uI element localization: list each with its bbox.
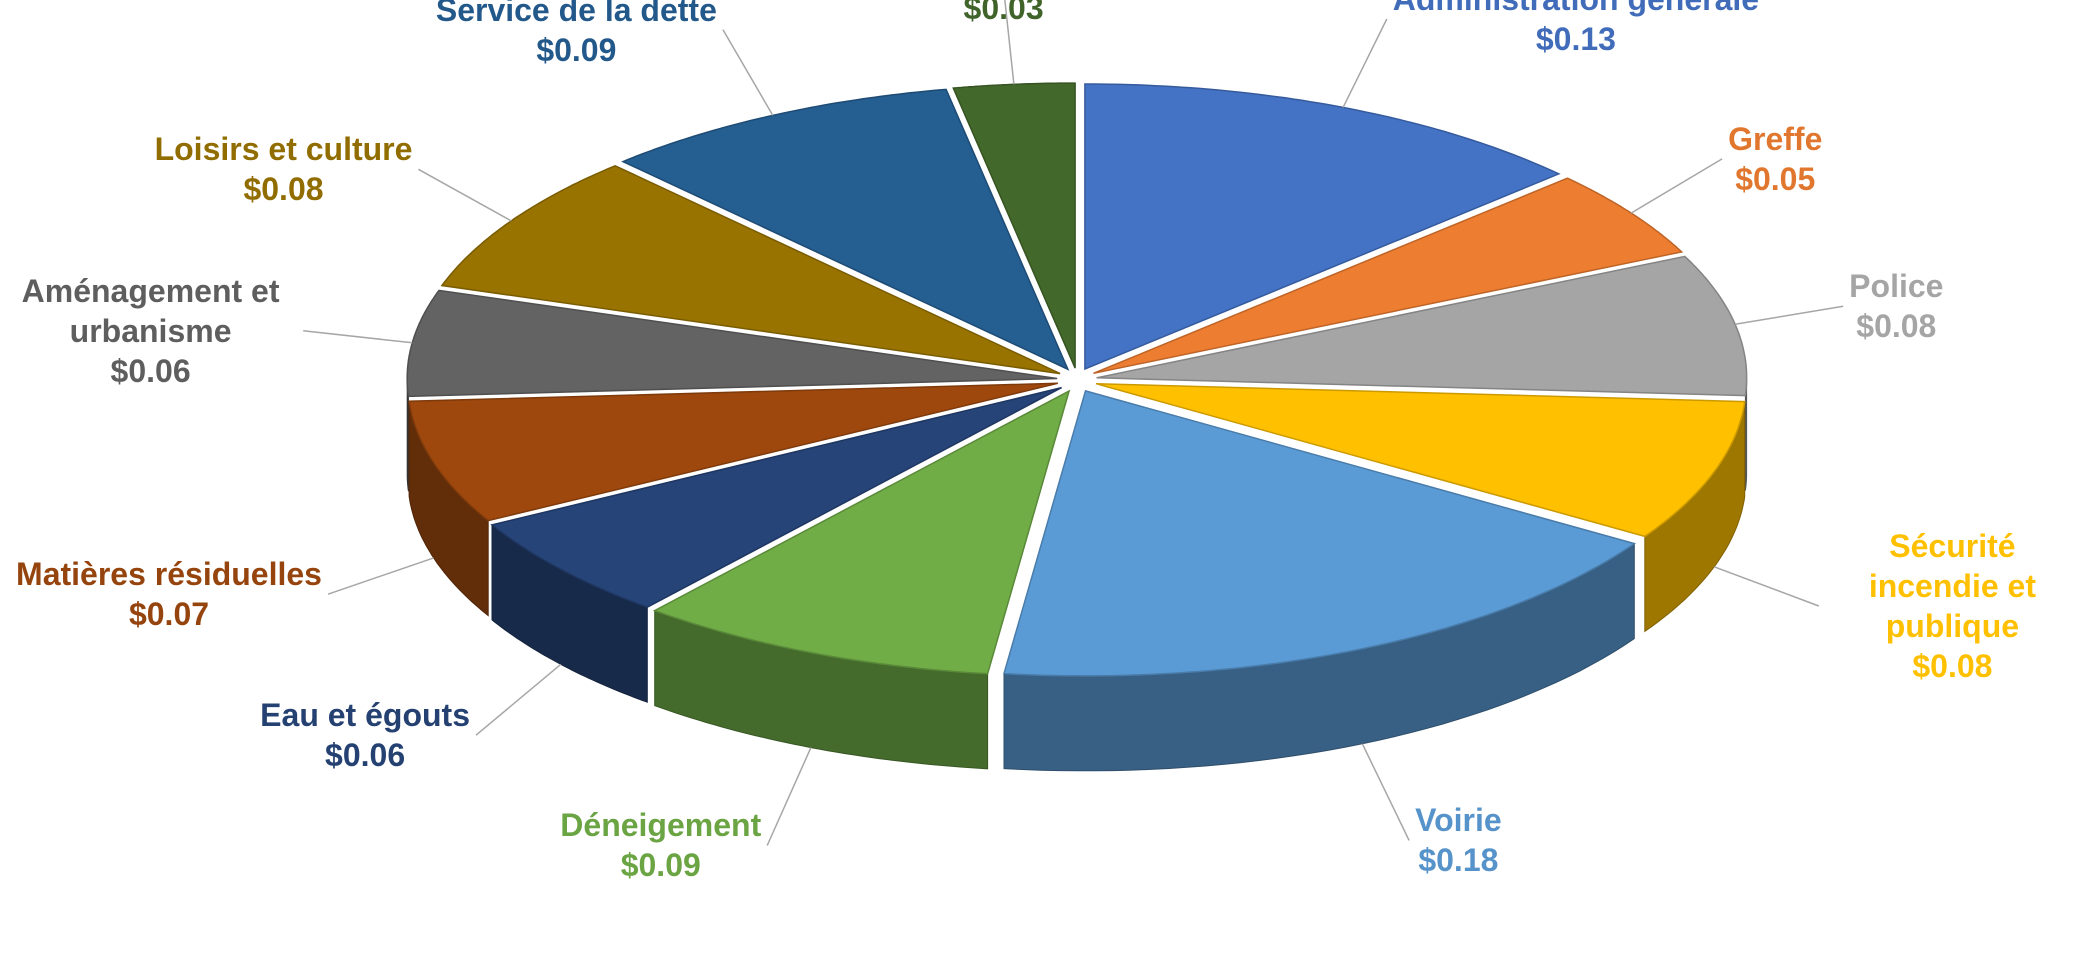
category-label: Voirie [1415,802,1502,839]
leader-line [327,557,434,595]
category-label: Eau et égouts [260,697,470,734]
leader-line [1004,0,1015,85]
leader-line [766,747,812,846]
leader-line [1630,158,1723,214]
leader-line [722,29,774,116]
value-label: $0.06 [110,352,191,389]
value-label: $0.03 [963,0,1044,27]
leader-line [1342,18,1388,108]
category-label: Sécurité incendie et publique [1868,528,2036,645]
data-label: Administration générale $0.13 [1393,0,1759,59]
slice [490,386,1062,609]
value-label: $0.07 [128,596,210,633]
value-label: $0.18 [1418,842,1499,879]
category-label: Matières résiduelles [16,556,322,593]
leader-line [1361,743,1410,841]
leader-line [418,168,512,222]
data-label: Eau et égouts $0.06 [260,695,470,775]
slice [652,389,1071,675]
data-label: Aménagement et urbanisme $0.06 [4,271,297,391]
slice [408,382,1058,522]
value-label: $0.08 [1856,308,1937,345]
data-label: Affectations$0.03 [911,0,1096,28]
data-label: Déneigement $0.09 [560,805,761,885]
category-label: Police [1849,268,1944,305]
data-label: Matières résiduelles $0.07 [16,554,322,634]
category-label: Greffe [1728,120,1823,157]
data-label: Service de la dette $0.09 [436,0,717,70]
data-label: Voirie $0.18 [1415,800,1502,880]
value-label: $0.06 [325,737,406,774]
category-label: Service de la dette [435,0,717,28]
value-label: $0.13 [1535,21,1616,58]
data-label: Police $0.08 [1849,266,1943,346]
value-label: $0.09 [620,847,701,884]
value-label: $0.09 [536,31,617,68]
slice [1095,382,1746,538]
value-label: $0.08 [1912,648,1993,685]
category-label: Aménagement et urbanisme [21,272,280,349]
leader-line [1713,566,1820,607]
category-label: Administration générale [1393,0,1759,19]
value-label: $0.05 [1735,160,1816,197]
leader-line [475,663,562,736]
data-label: Sécurité incendie et publique $0.08 [1825,526,2080,686]
value-label: $0.08 [243,171,324,208]
category-label: Déneigement [560,807,762,844]
leader-line [1734,305,1844,326]
data-label: Loisirs et culture $0.08 [155,129,413,209]
data-label: Greffe $0.05 [1728,119,1822,199]
leader-line [303,329,413,344]
slice [1003,389,1637,677]
category-label: Loisirs et culture [154,131,413,168]
